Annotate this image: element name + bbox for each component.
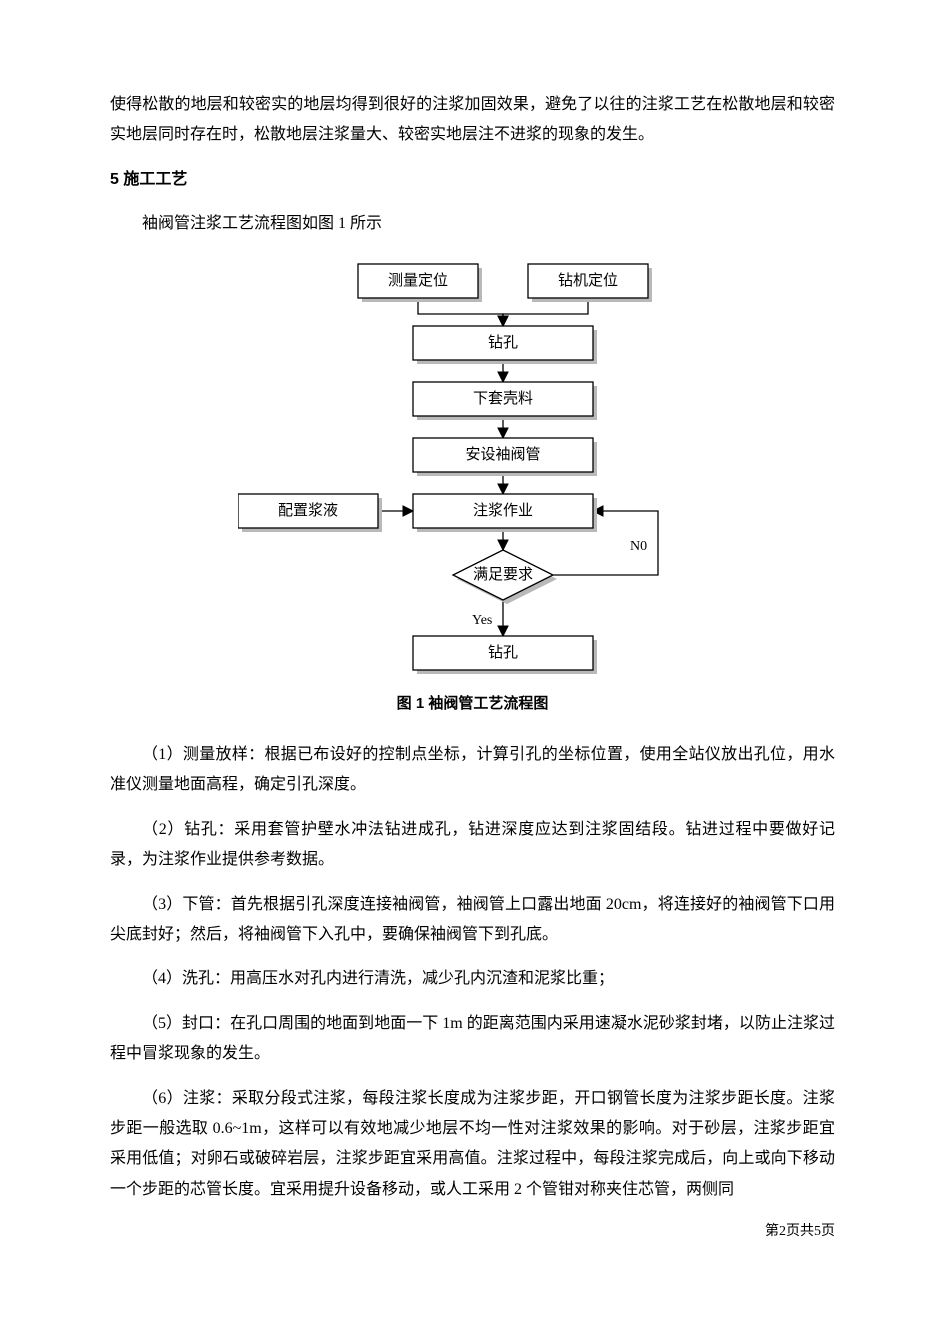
flowchart-node-measure: 测量定位	[358, 264, 482, 302]
step-6-paragraph: （6）注浆：采取分段式注浆，每段注浆长度成为注浆步距，开口钢管长度为注浆步距长度…	[110, 1084, 835, 1206]
svg-text:Yes: Yes	[472, 613, 492, 628]
svg-text:安设袖阀管: 安设袖阀管	[465, 446, 540, 463]
flowchart-node-check: 满足要求	[453, 550, 557, 604]
svg-text:注浆作业: 注浆作业	[472, 501, 532, 519]
step-3-paragraph: （3）下管：首先根据引孔深度连接袖阀管，袖阀管上口露出地面 20cm，将连接好的…	[110, 890, 835, 951]
flowchart-node-grout: 注浆作业	[413, 494, 597, 532]
flowchart-container: YesN0测量定位钻机定位钻孔下套壳料安设袖阀管配置浆液注浆作业满足要求钻孔	[110, 254, 835, 684]
flowchart-node-sleeve: 安设袖阀管	[413, 438, 597, 476]
svg-text:下套壳料: 下套壳料	[472, 390, 532, 407]
svg-text:钻孔: 钻孔	[487, 644, 517, 661]
svg-text:满足要求: 满足要求	[472, 566, 532, 583]
svg-text:钻机定位: 钻机定位	[557, 272, 617, 289]
flowchart-node-casing: 下套壳料	[413, 382, 597, 420]
section-heading-5: 5 施工工艺	[110, 165, 835, 195]
step-4-paragraph: （4）洗孔：用高压水对孔内进行清洗，减少孔内沉渣和泥浆比重；	[110, 964, 835, 994]
intro-paragraph: 使得松散的地层和较密实的地层均得到很好的注浆加固效果，避免了以往的注浆工艺在松散…	[110, 90, 835, 151]
flow-intro-paragraph: 袖阀管注浆工艺流程图如图 1 所示	[110, 209, 835, 239]
flowchart-node-drillpos: 钻机定位	[528, 264, 652, 302]
step-5-paragraph: （5）封口：在孔口周围的地面到地面一下 1m 的距离范围内采用速凝水泥砂浆封堵，…	[110, 1009, 835, 1070]
svg-text:配置浆液: 配置浆液	[277, 501, 337, 519]
flowchart-node-mix: 配置浆液	[238, 494, 382, 532]
step-2-paragraph: （2）钻孔：采用套管护壁水冲法钻进成孔，钻进深度应达到注浆固结段。钻进过程中要做…	[110, 815, 835, 876]
step-1-paragraph: （1）测量放样：根据已布设好的控制点坐标，计算引孔的坐标位置，使用全站仪放出孔位…	[110, 740, 835, 801]
svg-text:N0: N0	[630, 539, 647, 554]
flowchart-node-drill: 钻孔	[413, 326, 597, 364]
document-page: 使得松散的地层和较密实的地层均得到很好的注浆加固效果，避免了以往的注浆工艺在松散…	[0, 0, 945, 1306]
flowchart-node-drill2: 钻孔	[413, 636, 597, 674]
svg-text:钻孔: 钻孔	[487, 334, 517, 351]
svg-text:测量定位: 测量定位	[387, 272, 447, 289]
flowchart-svg: YesN0测量定位钻机定位钻孔下套壳料安设袖阀管配置浆液注浆作业满足要求钻孔	[238, 254, 708, 684]
page-footer: 第2页共5页	[110, 1219, 835, 1246]
figure-caption: 图 1 袖阀管工艺流程图	[110, 690, 835, 719]
